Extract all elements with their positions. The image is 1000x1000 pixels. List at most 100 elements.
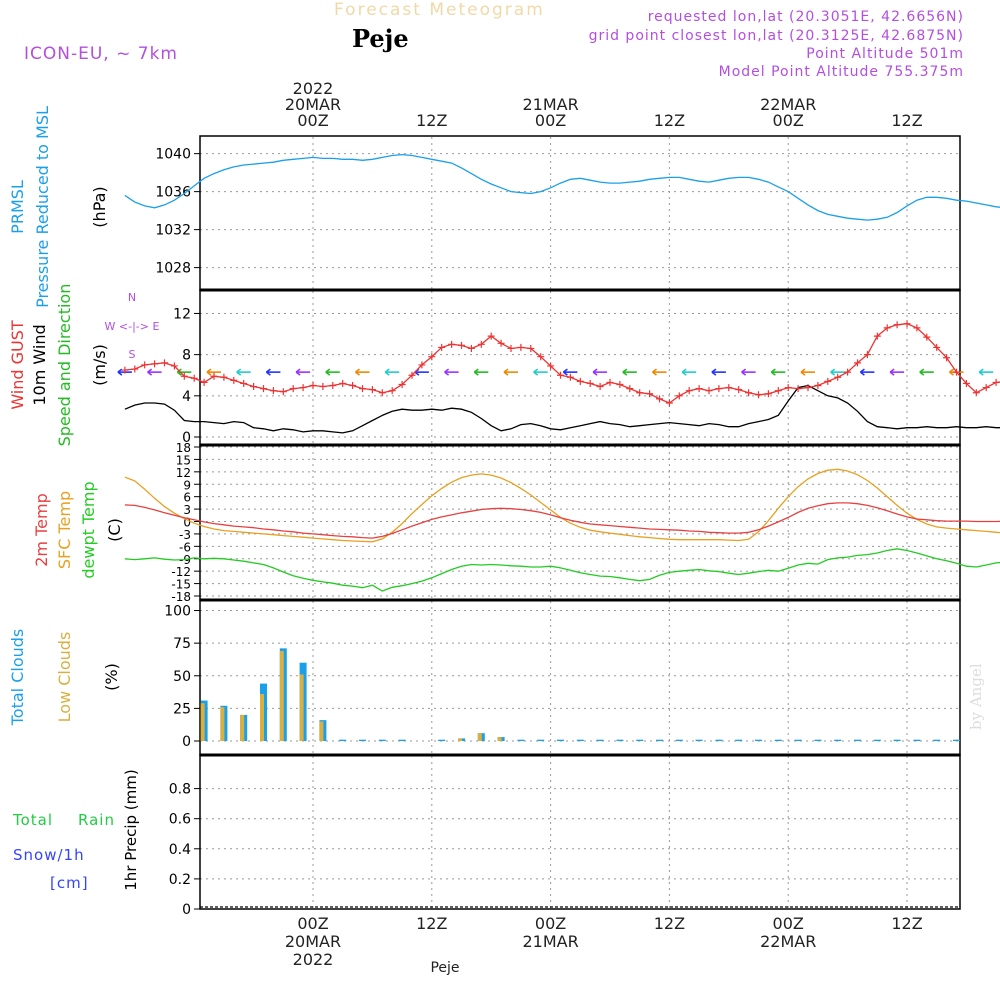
gust-line-marker	[873, 332, 881, 340]
total-cloud-bar	[735, 739, 743, 741]
wind-direction-arrow-head	[949, 368, 954, 376]
compass-north: N	[128, 291, 136, 304]
precipitation-ytick-label: 0.6	[169, 812, 191, 828]
gust-line-marker	[507, 344, 515, 352]
wind-direction-arrow-head	[265, 368, 271, 376]
gust-line-marker	[774, 387, 782, 395]
temperature-ytick-label: 15	[176, 453, 191, 467]
total-cloud-bar	[576, 739, 584, 741]
clouds-ytick-label: 75	[173, 636, 191, 652]
gust-line-marker	[299, 384, 307, 392]
wind-direction-arrow-head	[236, 368, 242, 376]
credit-watermark: by Angel	[967, 663, 985, 730]
top-time-label: 12Z	[654, 111, 685, 130]
clouds-panel: 0 25 50 75 100	[164, 599, 961, 756]
total-cloud-bar	[794, 739, 802, 741]
wind-direction-arrow	[711, 368, 726, 376]
total-cloud-bar	[378, 739, 386, 741]
temperature-ytick-label: 0	[183, 516, 191, 530]
gust-line-marker	[220, 373, 228, 381]
gust-line-marker	[210, 372, 218, 380]
gust-line-marker	[309, 382, 317, 390]
grid-point-location: grid point closest lon,lat (20.3125E, 42…	[588, 28, 964, 44]
gust-line-marker	[131, 365, 139, 373]
wind10m-label: 10m Wind	[30, 324, 49, 405]
wind-direction-arrow	[978, 368, 994, 376]
wind-direction-arrow-head	[800, 368, 806, 376]
pressure-line	[124, 153, 1000, 221]
low-cloud-bar	[279, 650, 284, 741]
precip-snow-label: Snow/1h	[13, 846, 85, 864]
wind-direction-arrow-head	[444, 368, 450, 376]
point-altitude: Point Altitude 501m	[806, 46, 964, 62]
gust-line-marker	[596, 383, 604, 391]
gust-line-marker	[863, 351, 871, 359]
wind-direction-arrow-head	[295, 368, 301, 376]
top-time-label: 22MAR	[760, 95, 816, 114]
wind-direction-arrow	[473, 368, 489, 376]
temperature-ytick-label: -6	[179, 540, 191, 554]
bottom-time-label: 00Z	[297, 914, 328, 933]
compass-west-east: W <-|-> E	[105, 320, 160, 333]
wind-panel: 0 4 8 12	[173, 289, 961, 446]
wind-direction-arrow	[681, 368, 697, 376]
wind-direction-arrow-head	[711, 368, 717, 376]
clouds-ytick-label: 25	[173, 701, 191, 717]
bottom-time-label: 22MAR	[760, 932, 816, 951]
gust-line-marker	[438, 343, 446, 351]
temperature-ytick-label: -15	[171, 578, 191, 592]
gust-line-marker	[804, 384, 812, 392]
gust-line-marker	[586, 379, 594, 387]
wind-direction-arrow	[622, 368, 637, 376]
low-cloud-bar	[299, 674, 304, 741]
precip-cm-label: [cm]	[50, 874, 89, 892]
wind-direction-arrow-head	[978, 368, 984, 376]
wind-direction-arrow-head	[919, 368, 925, 376]
gust-line-marker	[428, 353, 436, 361]
wind-direction-arrow	[444, 368, 459, 376]
wind-direction-arrow	[770, 368, 786, 376]
low-cloud-bar	[319, 721, 324, 741]
gust-line-marker	[725, 384, 733, 392]
pressure-ytick-label: 1040	[155, 147, 191, 163]
clouds-ytick-label: 50	[173, 669, 191, 685]
pressure-ytick-label: 1032	[155, 223, 191, 239]
gust-line-marker	[250, 383, 258, 391]
temp2m-label: 2m Temp	[32, 493, 51, 567]
gust-line-marker	[784, 384, 792, 392]
gust-line-marker	[646, 390, 654, 398]
precipitation-panel: 0 0.2 0.4 0.6 0.8	[169, 754, 961, 918]
wind-direction-arrow-head	[355, 368, 360, 376]
temperature-ytick-label: 12	[176, 466, 191, 480]
wind-gust-label: Wind GUST	[8, 320, 27, 410]
gust-line-marker	[824, 377, 832, 385]
wind-direction-arrow	[652, 368, 667, 376]
pressure-ytick-label: 1028	[155, 261, 191, 277]
gust-line-marker	[557, 371, 564, 379]
bottom-time-label: 21MAR	[522, 932, 578, 951]
wind-speed-direction-label: Speed and Direction	[55, 284, 74, 447]
total-cloud-bar	[537, 739, 545, 741]
wind-direction-arrow	[265, 368, 281, 376]
total-cloud-bar	[656, 739, 663, 741]
top-time-label: 21MAR	[522, 95, 578, 114]
gust-line-marker	[359, 385, 366, 393]
wind-direction-arrow	[355, 368, 370, 376]
wind-direction-arrow-head	[206, 368, 212, 376]
wind-direction-arrow	[592, 368, 608, 376]
top-time-label: 00Z	[297, 111, 328, 130]
total-cloud-bar	[398, 739, 406, 741]
precipitation-ytick-label: 0	[182, 902, 191, 918]
total-cloud-bar	[339, 739, 347, 741]
low-cloud-bar	[497, 737, 502, 741]
top-time-label: 00Z	[773, 111, 804, 130]
gust-line-marker	[764, 390, 772, 398]
wind-direction-arrow	[800, 368, 815, 376]
total-cloud-bar	[873, 739, 881, 741]
place-title: Peje	[352, 24, 409, 53]
footer-place: Peje	[430, 960, 459, 976]
gust-line-marker	[695, 385, 703, 393]
top-time-label: 00Z	[535, 111, 566, 130]
precipitation-ytick-label: 0.8	[169, 782, 191, 798]
